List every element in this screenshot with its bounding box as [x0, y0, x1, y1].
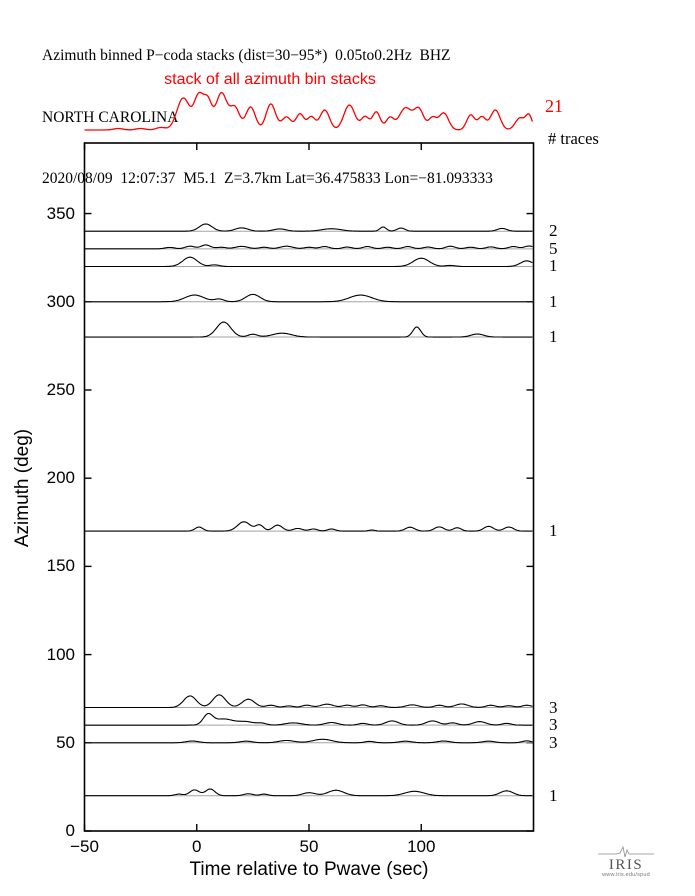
trace-count-label-az50: 3 — [549, 732, 558, 752]
plot-title-line1: Azimuth binned P−coda stacks (dist=30−95… — [42, 47, 451, 64]
y-tick-label-100: 100 — [46, 644, 75, 664]
azimuth-bin-trace — [84, 321, 533, 338]
azimuth-bin-trace — [84, 738, 533, 744]
x-tick-label-100: 100 — [407, 837, 436, 856]
azimuth-bin-trace — [84, 788, 533, 797]
iris-logo: IRIS www.iris.edu/spud — [591, 846, 661, 878]
y-tick-label-150: 150 — [46, 556, 75, 576]
trace-count-label-az170: 1 — [549, 521, 558, 541]
azimuth-bin-trace — [84, 521, 533, 532]
y-axis-title: Azimuth (deg) — [12, 428, 33, 548]
title-block: Azimuth binned P−coda stacks (dist=30−95… — [42, 5, 493, 231]
trace-count-label-az320: 1 — [549, 256, 558, 276]
y-tick-label-300: 300 — [46, 291, 75, 311]
trace-count-label-az300: 1 — [549, 291, 558, 311]
azimuth-bin-trace — [84, 293, 533, 303]
plot-title-line2: NORTH CAROLINA — [42, 108, 179, 126]
x-axis-title: Time relative to Pwave (sec) — [189, 859, 429, 880]
trace-count-label-az20: 1 — [549, 785, 558, 805]
y-tick-label-0: 0 — [65, 821, 75, 840]
y-tick-label-350: 350 — [46, 203, 75, 223]
iris-logo-text: IRIS — [608, 857, 644, 873]
azimuth-bin-trace — [84, 694, 533, 709]
iris-seismogram-icon — [598, 846, 654, 858]
iris-logo-url: www.iris.edu/spud — [602, 872, 650, 878]
stack-label: stack of all azimuth bin stacks — [164, 71, 376, 88]
trace-count-label-az280: 1 — [549, 327, 558, 347]
azimuth-bin-trace — [84, 712, 533, 726]
y-tick-label-200: 200 — [46, 468, 75, 488]
y-tick-label-50: 50 — [56, 732, 75, 752]
axes-box — [83, 142, 535, 832]
azimuth-bin-trace — [84, 256, 533, 268]
x-tick-label--50: −50 — [70, 837, 99, 856]
trace-count-label-az70: 3 — [549, 697, 558, 717]
azimuth-bin-trace — [84, 223, 533, 232]
azimuth-bin-trace — [84, 244, 533, 250]
trace-count-label-az330: 5 — [549, 238, 558, 258]
plot-title-line3: 2020/08/09 12:07:37 M5.1 Z=3.7km Lat=36.… — [42, 170, 493, 187]
x-tick-label-0: 0 — [192, 837, 202, 856]
stack-of-all-bins-trace — [84, 91, 534, 131]
traces-heading: # traces — [548, 129, 599, 148]
y-tick-label-250: 250 — [46, 379, 75, 399]
x-tick-label-50: 50 — [299, 837, 319, 856]
trace-count-label-az60: 3 — [549, 715, 558, 735]
trace-count-label-az340: 2 — [549, 221, 558, 241]
stack-count-label: 21 — [545, 96, 563, 116]
